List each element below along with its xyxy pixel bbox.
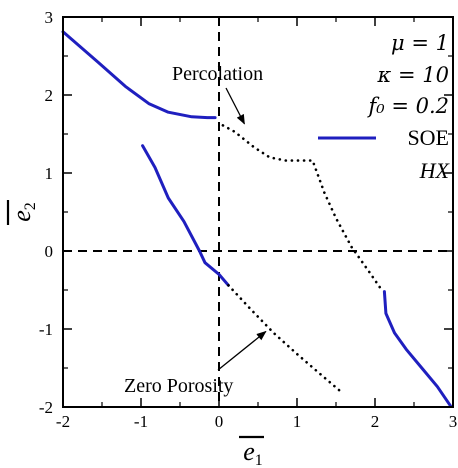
legend-entry-hx: HX <box>419 158 451 183</box>
x-tick-label: 0 <box>215 412 224 431</box>
hx-curve-segment-1 <box>221 124 385 293</box>
y-tick-label: -2 <box>39 398 53 417</box>
zero-porosity-annotation: Zero Porosity <box>124 375 233 397</box>
annotations-layer: Percolation Zero Porosity <box>124 63 267 397</box>
x-axis-label: e1 <box>243 437 263 468</box>
parameter-label: κ = 10 <box>377 63 449 87</box>
percolation-arrow <box>225 87 245 125</box>
hx-curve-segment-2 <box>227 284 343 394</box>
y-tick-label: 1 <box>45 164 54 183</box>
ticks-layer: -2 -1 0 1 2 3 -2 -1 0 1 2 3 <box>39 8 457 431</box>
soe-curve-segment-2 <box>141 144 230 287</box>
y-tick-label: 3 <box>45 8 54 27</box>
parameter-label: f₀ = 0.2 <box>366 94 449 118</box>
parameter-label: μ = 1 <box>391 31 449 55</box>
soe-curve-segment-1 <box>61 30 217 120</box>
y-axis-label-group: e2 <box>6 200 39 225</box>
soe-curve-segment-3 <box>382 290 453 408</box>
x-tick-label: -2 <box>56 412 70 431</box>
x-tick-label: 1 <box>293 412 302 431</box>
y-tick-label: -1 <box>39 320 53 339</box>
x-tick-label: -1 <box>134 412 148 431</box>
series-layer <box>61 30 453 408</box>
y-tick-label: 2 <box>45 86 54 105</box>
labels-layer: e1 e2 <box>6 200 264 468</box>
legend: μ = 1 κ = 10 f₀ = 0.2 SOE HX <box>318 31 451 183</box>
y-tick-label: 0 <box>45 242 54 261</box>
x-tick-label: 3 <box>449 412 458 431</box>
x-tick-label: 2 <box>371 412 380 431</box>
legend-entry-soe: SOE <box>407 125 449 150</box>
percolation-annotation: Percolation <box>172 63 263 85</box>
zero-porosity-arrow <box>217 330 267 371</box>
reference-lines <box>63 17 453 407</box>
y-axis-label: e2 <box>7 202 39 222</box>
